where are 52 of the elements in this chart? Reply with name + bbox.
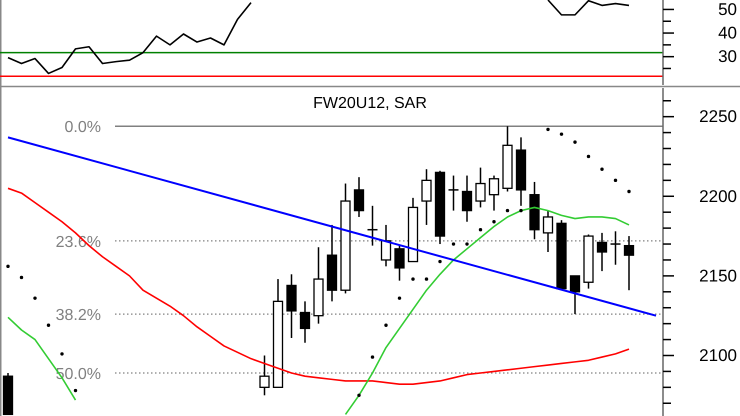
- y-tick-label: 30: [718, 47, 737, 66]
- candlestick: [462, 174, 472, 222]
- annotation: 38.2%: [56, 307, 101, 324]
- candlestick: [448, 174, 460, 212]
- y-tick-label: 40: [718, 24, 737, 43]
- y-tick-label: 2250: [699, 107, 737, 126]
- point: [438, 260, 442, 264]
- point: [357, 394, 361, 397]
- candlestick: [259, 354, 270, 396]
- candlestick: [624, 235, 634, 291]
- point: [560, 132, 564, 136]
- candlestick: [421, 168, 432, 226]
- point: [506, 208, 510, 212]
- point: [370, 355, 374, 359]
- point: [60, 352, 64, 356]
- point: [33, 296, 37, 300]
- candlestick: [475, 166, 486, 208]
- point: [492, 220, 496, 224]
- candlestick: [366, 205, 378, 246]
- y-tick-label: 2150: [699, 266, 737, 286]
- candlestick: [488, 174, 500, 212]
- point: [452, 242, 456, 246]
- point: [600, 168, 604, 171]
- point: [20, 276, 24, 280]
- chart-title: FW20U12, SAR: [313, 95, 427, 112]
- point: [424, 277, 428, 281]
- point: [546, 128, 550, 132]
- point: [465, 242, 469, 246]
- point: [6, 264, 10, 268]
- point: [519, 208, 523, 212]
- point: [46, 324, 50, 327]
- point: [411, 277, 415, 281]
- point: [384, 324, 388, 327]
- candlestick: [596, 232, 608, 272]
- y-tick-label: 2200: [699, 186, 737, 206]
- point: [573, 140, 577, 144]
- point: [478, 228, 482, 232]
- line-series: [7, 188, 630, 385]
- point: [586, 154, 590, 158]
- candlestick: [542, 210, 554, 253]
- y-tick-label: 50: [718, 0, 737, 19]
- point: [614, 178, 618, 182]
- annotation: 0.0%: [64, 119, 101, 136]
- candlestick: [300, 300, 310, 344]
- candlestick: [394, 244, 405, 282]
- candlestick: [610, 230, 622, 266]
- point: [627, 190, 631, 194]
- point: [398, 296, 402, 300]
- candlestick: [354, 176, 364, 218]
- candlestick: [570, 275, 580, 315]
- y-tick-label: 2100: [699, 346, 737, 365]
- point: [74, 388, 78, 392]
